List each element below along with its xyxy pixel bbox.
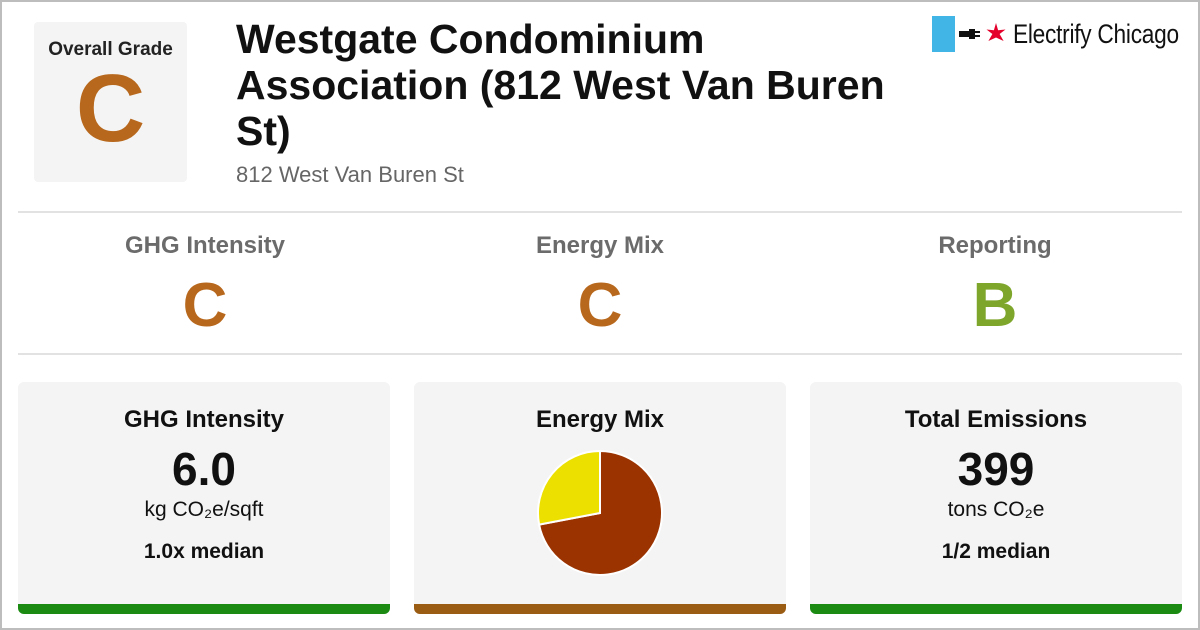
overall-grade-box: Overall Grade C — [34, 22, 187, 182]
card-status-bar — [414, 604, 786, 614]
subgrade-name: GHG Intensity — [124, 232, 286, 259]
ghg-intensity-card: GHG Intensity 6.0 kg CO₂e/sqft 1.0x medi… — [18, 382, 390, 614]
red-star-icon — [986, 23, 1006, 41]
chicago-flag-stripe — [932, 16, 955, 52]
plug-icon — [959, 29, 980, 39]
electrify-chicago-logo[interactable]: Electrify Chicago — [932, 16, 1200, 52]
ghg-intensity-median: 1.0x median — [143, 540, 265, 563]
subgrade-letter: C — [182, 271, 228, 340]
energy-mix-pie-chart — [537, 449, 663, 576]
subgrade-name: Energy Mix — [535, 232, 665, 259]
overall-grade-letter: C — [75, 55, 146, 162]
subgrade-reporting: Reporting B — [845, 232, 1145, 338]
building-title: Westgate Condominium Association (812 We… — [236, 16, 885, 154]
overall-grade-label: Overall Grade — [48, 39, 173, 60]
ghg-intensity-value: 6.0 — [172, 443, 236, 495]
subgrade-ghg-intensity: GHG Intensity C — [55, 232, 355, 338]
logo-text: Electrify Chicago — [1013, 18, 1179, 49]
card-title: GHG Intensity — [123, 406, 285, 433]
divider-middle — [18, 353, 1182, 355]
divider-top — [18, 211, 1182, 213]
subgrade-letter: C — [577, 271, 623, 340]
subgrade-letter: B — [972, 271, 1018, 340]
subgrade-energy-mix: Energy Mix C — [450, 232, 750, 338]
building-address: 812 West Van Buren St — [236, 162, 464, 187]
total-emissions-unit: tons CO₂e — [947, 498, 1045, 521]
total-emissions-value: 399 — [957, 443, 1035, 495]
total-emissions-median: 1/2 median — [941, 540, 1051, 563]
pie-slice-1 — [537, 449, 601, 526]
ghg-intensity-unit: kg CO₂e/sqft — [144, 498, 264, 521]
total-emissions-card: Total Emissions 399 tons CO₂e 1/2 median — [810, 382, 1182, 614]
card-title: Energy Mix — [535, 406, 665, 433]
energy-mix-card: Energy Mix — [414, 382, 786, 614]
subgrade-name: Reporting — [938, 232, 1052, 259]
card-title: Total Emissions — [904, 406, 1088, 433]
card-status-bar — [18, 604, 390, 614]
card-status-bar — [810, 604, 1182, 614]
